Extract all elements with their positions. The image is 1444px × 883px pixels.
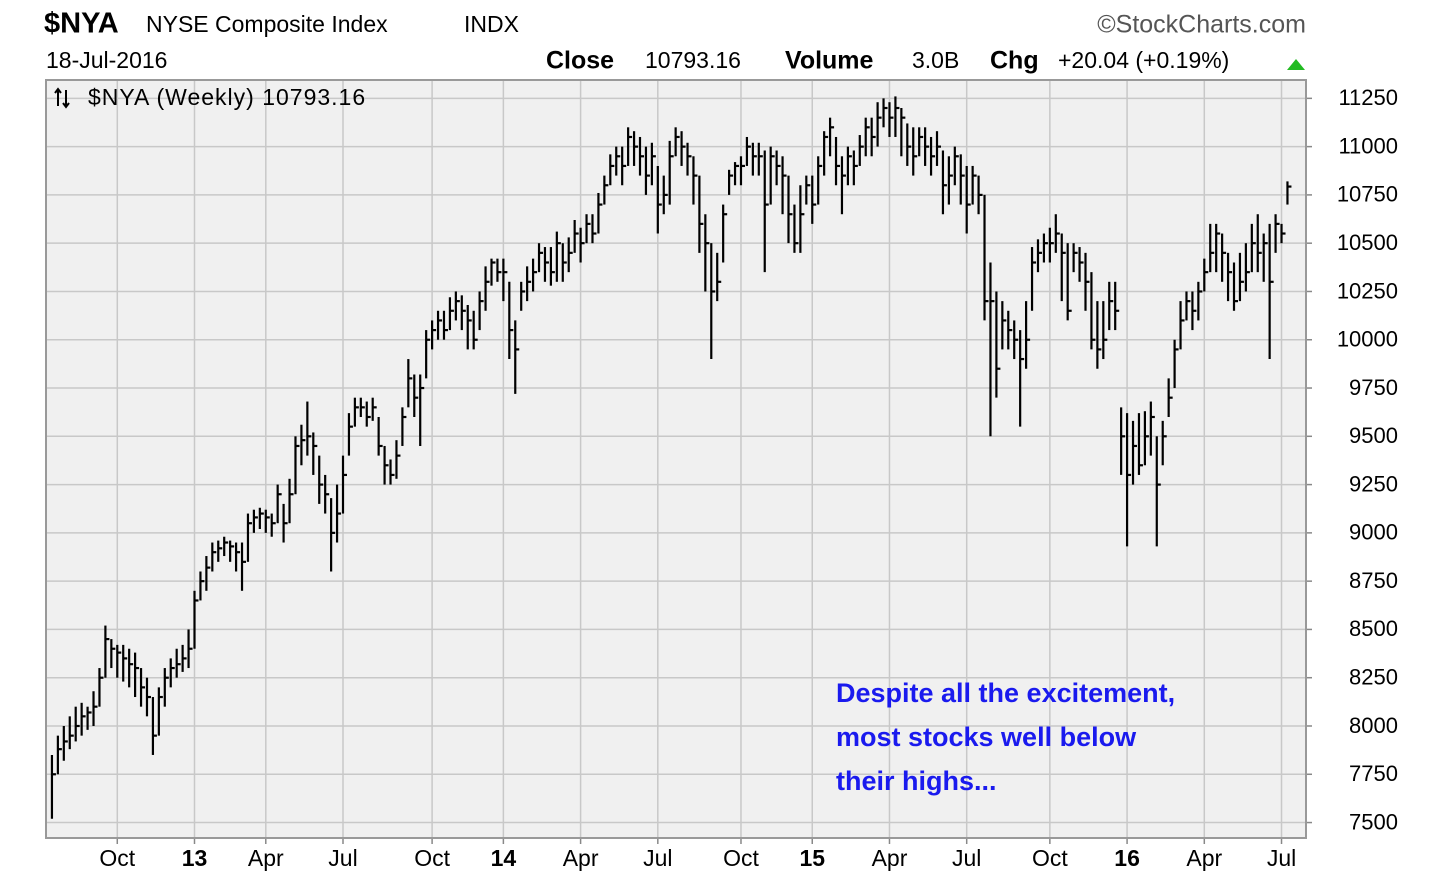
- exchange: INDX: [464, 11, 519, 37]
- plot-background: [46, 80, 1306, 838]
- annotation: Despite all the excitement,: [836, 678, 1175, 708]
- source: ©StockCharts.com: [1097, 11, 1306, 39]
- symbol: $NYA: [44, 8, 119, 40]
- y-tick-label: 10500: [1337, 230, 1398, 255]
- y-tick-label: 8000: [1349, 713, 1398, 738]
- y-tick-label: 10000: [1337, 327, 1398, 352]
- close-label: Close: [546, 47, 614, 75]
- y-tick-label: 8250: [1349, 665, 1398, 690]
- y-tick-label: 9500: [1349, 423, 1398, 448]
- volume-label: Volume: [785, 47, 874, 75]
- y-tick-label: 9750: [1349, 375, 1398, 400]
- y-tick-label: 11000: [1338, 133, 1398, 158]
- x-tick-label: Oct: [99, 845, 135, 871]
- legend-icon: [54, 87, 70, 109]
- legend-label: $NYA (Weekly) 10793.16: [88, 84, 366, 110]
- x-tick-label: 13: [182, 845, 208, 871]
- y-tick-label: 7750: [1349, 761, 1398, 786]
- x-tick-label: Oct: [1032, 845, 1068, 871]
- x-tick-label: Oct: [414, 845, 450, 871]
- x-tick-label: Jul: [952, 845, 981, 871]
- y-tick-label: 11250: [1338, 85, 1398, 110]
- plot-area: 7500 7750 8000 8250 8500 8750 9000 9250 9500 9750…: [45, 79, 1398, 871]
- annotation: their highs...: [836, 766, 997, 796]
- y-tick-label: 7500: [1349, 809, 1398, 834]
- x-tick-label: Apr: [872, 845, 908, 871]
- date: 18-Jul-2016: [46, 47, 167, 73]
- y-tick-label: 9000: [1349, 520, 1398, 545]
- close-value: 10793.16: [645, 47, 741, 73]
- x-tick-label: 16: [1114, 845, 1140, 871]
- x-tick-label: Oct: [723, 845, 759, 871]
- y-tick-label: 10750: [1337, 182, 1398, 207]
- chart-title: NYSE Composite Index: [146, 11, 388, 37]
- x-tick-label: Apr: [1186, 845, 1222, 871]
- y-tick-label: 9250: [1349, 471, 1398, 496]
- volume-value: 3.0B: [912, 47, 959, 73]
- annotation: most stocks well below: [836, 722, 1137, 752]
- change-value: +20.04 (+0.19%): [1058, 47, 1229, 73]
- x-tick-label: Apr: [563, 845, 599, 871]
- plot-border: [45, 79, 1307, 839]
- x-tick-label: 14: [491, 845, 517, 871]
- change-label: Chg: [990, 47, 1039, 75]
- x-tick-label: Jul: [1267, 845, 1296, 871]
- up-arrow: [1287, 59, 1305, 70]
- x-tick-label: Apr: [248, 845, 284, 871]
- y-tick-label: 10250: [1337, 278, 1398, 303]
- x-tick-label: 15: [799, 845, 825, 871]
- x-tick-label: Jul: [643, 845, 672, 871]
- legend: $NYA (Weekly) 10793.16: [54, 84, 366, 110]
- y-tick-label: 8500: [1349, 616, 1398, 641]
- x-tick-label: Jul: [328, 845, 357, 871]
- y-tick-label: 8750: [1349, 568, 1398, 593]
